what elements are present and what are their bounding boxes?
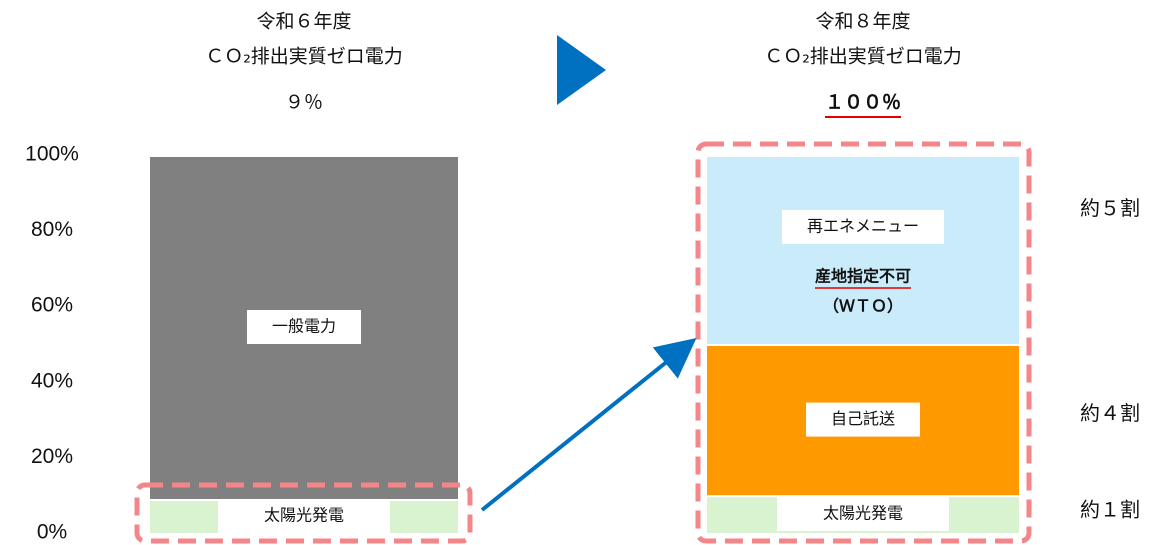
y-tick-label: 60% [31,294,73,317]
y-tick-label: 40% [31,369,73,392]
column-header: 令和６年度 [256,11,351,33]
segment-label: 太陽光発電 [264,505,344,524]
segment-label-box [777,497,949,532]
share-label: 約１割 [1080,498,1140,522]
segment-label-box [781,210,945,244]
segment-label: 太陽光発電 [823,504,903,523]
highlight-box [134,482,473,544]
segment-label-box [246,309,362,344]
flow-arrow [480,337,697,512]
y-tick-label: 0% [37,521,67,544]
y-tick-label: 20% [31,445,73,468]
segment-label: 自己託送 [831,409,895,428]
transition-arrow [557,35,606,105]
column-header: ＣＯ₂排出実質ゼロ電力 [205,46,403,68]
highlight-box [695,141,1032,544]
segment-label: 一般電力 [272,316,336,335]
segment-note: 産地指定不可 [815,267,911,286]
segment-label-box [218,498,390,533]
share-label: 約４割 [1080,401,1140,425]
column-header: ＣＯ₂排出実質ゼロ電力 [764,46,962,68]
segment-label-box [805,402,921,437]
bar-segment [707,157,1019,344]
total-label: １００％ [825,92,901,114]
segment-label: 再エネメニュー [807,217,919,236]
share-label: 約５割 [1080,196,1140,220]
segment-note: （ＷＴＯ） [823,297,903,316]
y-tick-label: 100% [25,143,79,166]
y-tick-label: 80% [31,218,73,241]
column-header: 令和８年度 [815,11,910,33]
total-label: ９％ [285,92,323,114]
